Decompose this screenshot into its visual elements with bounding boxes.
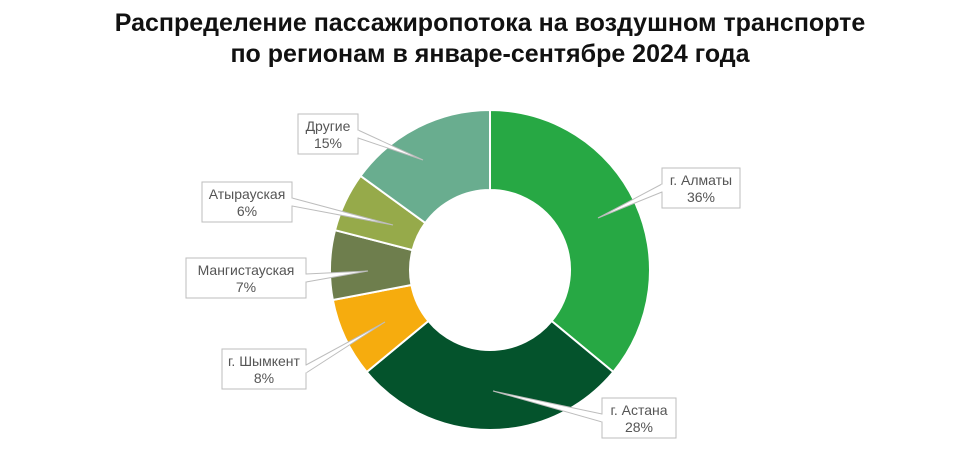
slice-label: Другие (306, 118, 351, 134)
slice-value-label: 15% (314, 135, 342, 151)
slice-value-label: 7% (236, 279, 256, 295)
donut-slices (329, 108, 651, 431)
slice-label: Мангистауская (198, 262, 295, 278)
slice-value-label: 6% (237, 203, 257, 219)
callout-box (201, 181, 293, 223)
slice-label: Атырауская (209, 186, 286, 202)
callout-box (221, 348, 307, 390)
chart-title-line-2: по регионам в январе-сентябре 2024 года (230, 40, 750, 68)
donut-slice (365, 319, 615, 431)
slice-value-label: 28% (625, 419, 653, 435)
callout-box (661, 167, 741, 209)
callout-box (601, 397, 677, 439)
slice-label: г. Астана (610, 402, 667, 418)
donut-slice (489, 108, 651, 374)
chart-title: Распределение пассажиропотока на воздушн… (0, 8, 980, 70)
slice-label: г. Алматы (670, 172, 732, 188)
callout-box (297, 113, 359, 155)
slice-value-label: 8% (254, 370, 274, 386)
chart-title-line-1: Распределение пассажиропотока на воздушн… (114, 9, 866, 37)
slice-label: г. Шымкент (228, 353, 300, 369)
slice-value-label: 36% (687, 189, 715, 205)
